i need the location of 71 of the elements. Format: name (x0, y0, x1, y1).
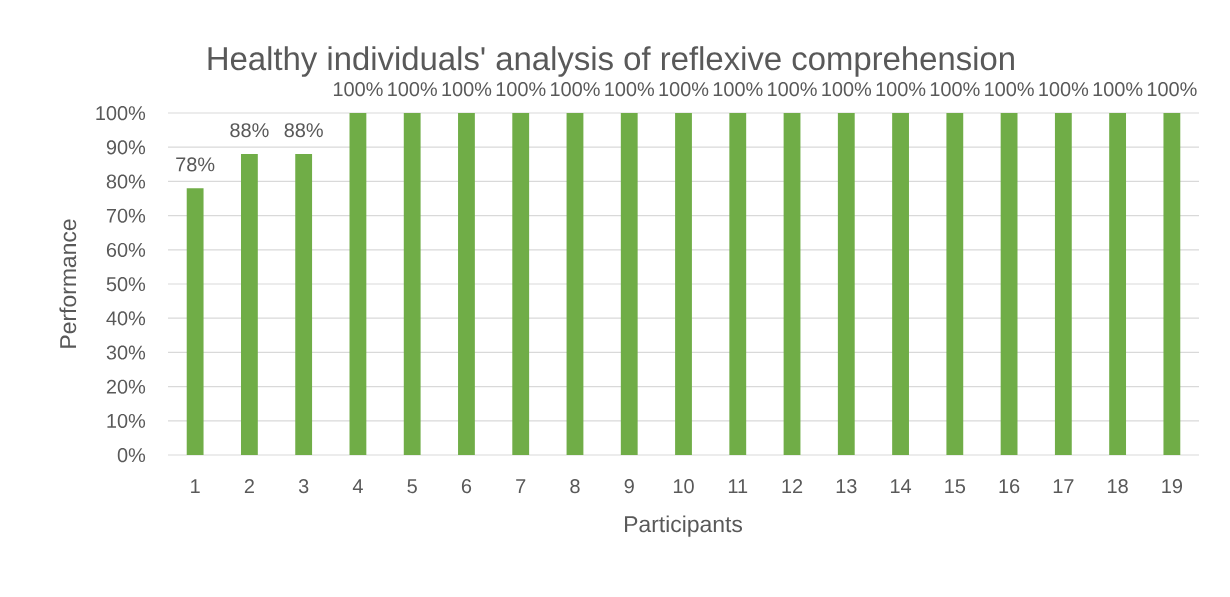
x-tick-label: 1 (191, 479, 200, 493)
x-tick-label: 5 (407, 479, 417, 494)
x-tick-label: 18 (1108, 479, 1128, 494)
data-label: 100% (985, 82, 1034, 97)
data-label: 100% (876, 82, 926, 97)
y-tick-label: 30% (106, 345, 146, 360)
y-axis-title: Performance (59, 219, 77, 348)
bar (240, 154, 258, 455)
bar (1054, 113, 1072, 455)
x-tick-label: 6 (461, 479, 472, 494)
bar (1163, 113, 1181, 455)
x-tick-label: 12 (782, 479, 803, 493)
bar (1000, 113, 1018, 455)
y-tick-label: 50% (106, 277, 146, 292)
y-tick-label: 20% (106, 379, 146, 394)
bar (892, 113, 909, 455)
x-tick-label: 16 (999, 479, 1020, 494)
y-tick-label: 0% (117, 448, 146, 463)
y-tick-label: 100% (96, 106, 146, 121)
data-label: 100% (768, 82, 817, 97)
data-label: 100% (496, 82, 546, 97)
x-tick-label: 11 (728, 479, 748, 493)
bar (729, 113, 747, 455)
data-label: 88% (284, 123, 323, 138)
bar (295, 154, 313, 455)
x-tick-label: 17 (1053, 479, 1074, 493)
x-tick-label: 10 (673, 479, 694, 494)
x-tick-label: 14 (890, 479, 912, 493)
data-label: 100% (388, 82, 437, 97)
y-tick-label: 70% (106, 208, 146, 223)
bar (675, 113, 692, 455)
y-tick-label: 40% (106, 311, 146, 326)
x-tick-label: 7 (516, 479, 526, 493)
bar (946, 113, 964, 455)
chart-title: Healthy individuals' analysis of reflexive comprehension (208, 46, 1014, 77)
data-label: 100% (1147, 82, 1197, 97)
x-tick-label: 8 (570, 479, 580, 494)
x-tick-label: 15 (945, 479, 966, 494)
y-tick-label: 90% (106, 140, 146, 155)
x-tick-label: 13 (836, 479, 857, 494)
x-tick-label: 3 (298, 479, 309, 494)
bar (837, 113, 855, 455)
y-tick-label: 80% (106, 174, 146, 189)
bar (620, 113, 638, 455)
x-tick-label: 4 (352, 479, 363, 493)
data-label: 100% (822, 82, 872, 97)
data-label: 78% (176, 157, 215, 172)
data-label: 100% (442, 82, 492, 97)
x-tick-label: 9 (624, 479, 634, 494)
bar (783, 113, 801, 455)
x-axis-title: Participants (625, 515, 743, 537)
bar (458, 113, 475, 455)
bar (1109, 113, 1127, 455)
data-label: 100% (333, 82, 383, 97)
bar (186, 188, 204, 455)
data-label: 100% (605, 82, 654, 97)
x-tick-label: 2 (244, 479, 254, 493)
data-label: 100% (1039, 82, 1089, 97)
data-label: 100% (1093, 82, 1143, 97)
bar (403, 113, 421, 455)
data-label: 100% (930, 82, 980, 97)
bar (349, 113, 367, 455)
y-tick-label: 60% (106, 242, 146, 257)
y-tick-label: 10% (107, 413, 146, 428)
data-label: 100% (551, 82, 600, 97)
x-tick-label: 19 (1162, 479, 1183, 494)
bar (512, 113, 530, 455)
bar (566, 113, 584, 455)
data-label: 100% (659, 82, 709, 97)
data-label: 88% (230, 123, 269, 138)
data-label: 100% (713, 82, 763, 97)
